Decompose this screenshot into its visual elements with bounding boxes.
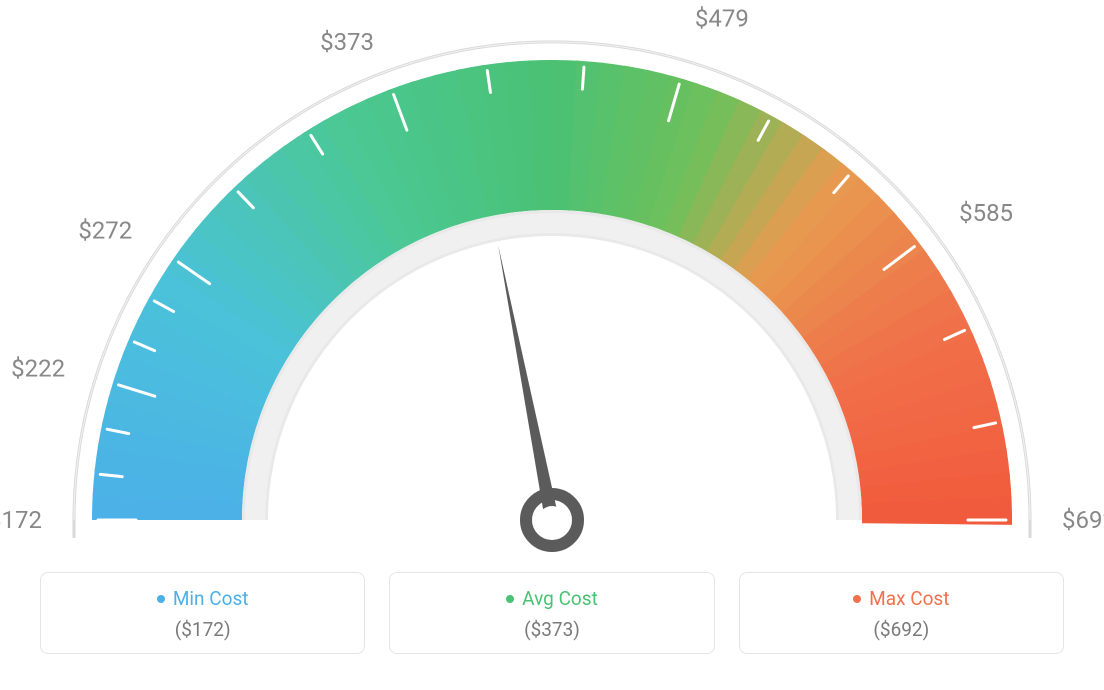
gauge-tick-label: $479 [695,4,749,32]
legend-card-min: Min Cost ($172) [40,572,365,654]
gauge-tick-label: $692 [1062,506,1104,534]
gauge-needle [498,245,559,521]
legend-label-max: Max Cost [869,587,949,610]
gauge-svg: $172 $222 $272 $373 $479 $585 $692 [0,0,1104,560]
legend-value-min: ($172) [41,618,364,641]
gauge-tick-label: $373 [320,28,374,56]
legend-value-avg: ($373) [390,618,713,641]
gauge-chart: $172 $222 $272 $373 $479 $585 $692 [0,0,1104,560]
gauge-tick-label: $172 [0,506,42,534]
gauge-tick-label: $272 [78,216,132,244]
legend-label-min: Min Cost [173,587,249,610]
legend-dot-avg [506,595,514,603]
legend-value-max: ($692) [740,618,1063,641]
legend-label-avg: Avg Cost [522,587,598,610]
legend-row: Min Cost ($172) Avg Cost ($373) Max Cost… [0,572,1104,654]
legend-card-max: Max Cost ($692) [739,572,1064,654]
legend-dot-min [157,595,165,603]
legend-dot-max [853,595,861,603]
legend-card-avg: Avg Cost ($373) [389,572,714,654]
gauge-tick-label: $585 [959,199,1013,227]
gauge-tick-label: $222 [11,354,65,382]
